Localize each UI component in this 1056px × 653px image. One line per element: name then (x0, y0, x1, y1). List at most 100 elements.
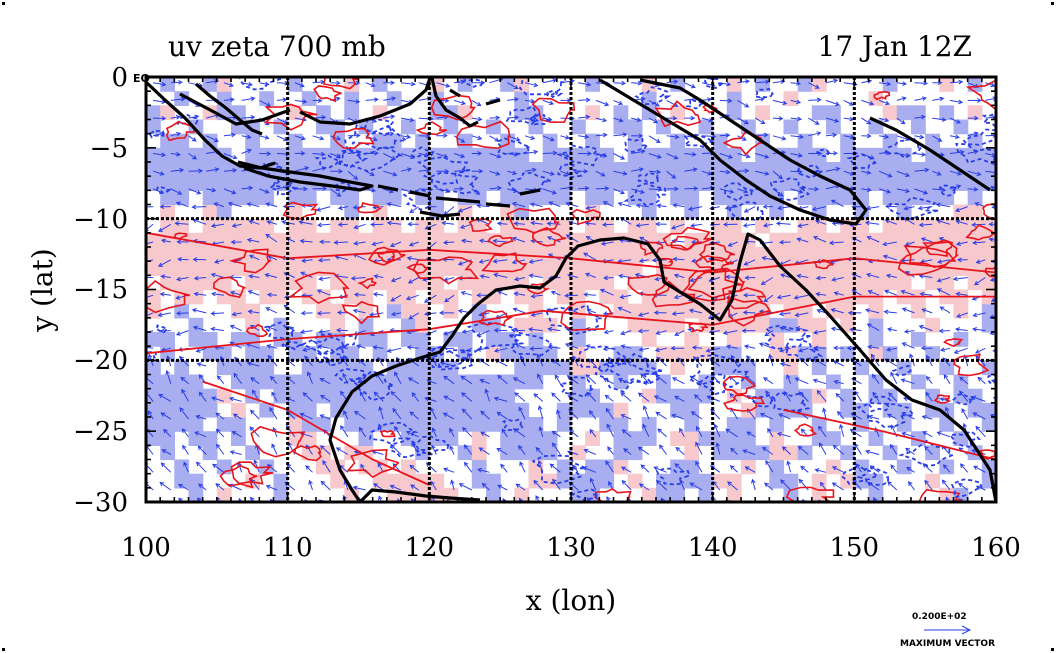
vorticity-cell (641, 487, 657, 502)
vorticity-cell (712, 431, 728, 446)
vorticity-cell (301, 374, 317, 390)
vorticity-cell (726, 473, 742, 489)
wind-vector (864, 220, 880, 226)
wind-vector (340, 425, 349, 438)
wind-vector (383, 80, 396, 86)
vorticity-cell (401, 303, 416, 319)
vorticity-cell (542, 346, 558, 361)
wind-vector (215, 443, 225, 455)
vorticity-cell (202, 402, 218, 418)
wind-vector (471, 168, 484, 174)
vorticity-cell (939, 77, 955, 92)
vorticity-cell (415, 303, 430, 319)
wind-vector (1003, 81, 1013, 85)
vector-key-label: MAXIMUM VECTOR (900, 639, 995, 649)
vorticity-cell (415, 360, 430, 376)
vorticity-cell (613, 247, 629, 262)
wind-vector (828, 240, 844, 246)
vorticity-cell (670, 247, 685, 262)
vorticity-cell (429, 402, 445, 418)
wind-vector (719, 169, 731, 175)
wind-vector (765, 460, 774, 473)
vorticity-cell (429, 431, 445, 446)
wind-vector (865, 205, 880, 211)
wind-vector (932, 187, 947, 193)
vorticity-cell (146, 289, 161, 305)
wind-vector (778, 311, 791, 317)
vorticity-cell (684, 417, 700, 432)
vorticity-cell (301, 445, 317, 461)
wind-vector (560, 98, 572, 103)
wind-vector (878, 117, 890, 123)
vorticity-cell (925, 317, 940, 333)
vorticity-cell (330, 232, 345, 248)
vorticity-cell (698, 374, 714, 390)
vorticity-cell (188, 388, 204, 404)
vorticity-cell (146, 232, 161, 248)
vorticity-cell (287, 374, 303, 390)
vorticity-cell (401, 232, 416, 248)
vorticity-cell (698, 346, 714, 361)
vorticity-cell (443, 303, 459, 319)
vorticity-cell (160, 176, 175, 191)
wind-vector (955, 219, 968, 225)
wind-vector (655, 221, 667, 227)
wind-vector (867, 289, 880, 296)
vorticity-contour (654, 100, 702, 128)
vorticity-cell (684, 247, 700, 262)
wind-vector (914, 114, 926, 120)
wind-vector (546, 221, 561, 227)
wind-vector (400, 134, 412, 140)
wind-vector (648, 169, 662, 175)
vorticity-cell (415, 162, 430, 177)
wind-vector (269, 406, 278, 420)
vorticity-cell (316, 360, 331, 376)
vorticity-cell (641, 218, 657, 234)
wind-vector (925, 391, 933, 402)
vorticity-cell (571, 473, 586, 489)
wind-vector (439, 361, 455, 367)
vorticity-cell (316, 105, 331, 121)
vorticity-cell (174, 388, 190, 404)
wind-vector (666, 134, 680, 140)
vorticity-cell (741, 162, 756, 177)
vorticity-cell (160, 105, 175, 121)
vorticity-cell (216, 162, 232, 177)
wind-vector (443, 395, 455, 402)
vorticity-cell (599, 176, 615, 191)
wind-vector (914, 188, 929, 195)
wind-vector (454, 186, 465, 192)
wind-vector (637, 392, 650, 402)
wind-vector (463, 461, 473, 473)
wind-vector (389, 241, 402, 248)
wind-vector (631, 133, 644, 139)
wind-vector (861, 99, 875, 106)
vorticity-cell (755, 105, 770, 121)
wind-vector (808, 97, 822, 103)
vorticity-cell (457, 232, 473, 248)
wind-vector (949, 170, 962, 176)
wind-vector (988, 237, 996, 242)
wind-vector (918, 324, 933, 332)
vorticity-contour (544, 303, 602, 336)
vorticity-contour (685, 97, 706, 110)
wind-vector (265, 202, 278, 208)
vorticity-cell (868, 487, 884, 502)
wind-vector (997, 443, 1003, 455)
wind-vector (386, 220, 402, 226)
wind-vector (991, 204, 996, 210)
wind-vector (864, 449, 880, 455)
vorticity-contour (456, 120, 511, 150)
y-tick-labels: 0 −5 −10 −15 −20 −25 −30 (73, 63, 128, 518)
wind-vector (247, 290, 260, 296)
wind-vector (378, 495, 383, 502)
vorticity-cell (202, 190, 218, 206)
vorticity-cell (330, 275, 345, 291)
vorticity-contour (557, 376, 596, 399)
wind-vector (967, 186, 979, 192)
vorticity-cell (372, 332, 388, 347)
wind-vector (925, 375, 933, 385)
vorticity-cell (868, 275, 884, 291)
wind-vector (320, 445, 331, 455)
